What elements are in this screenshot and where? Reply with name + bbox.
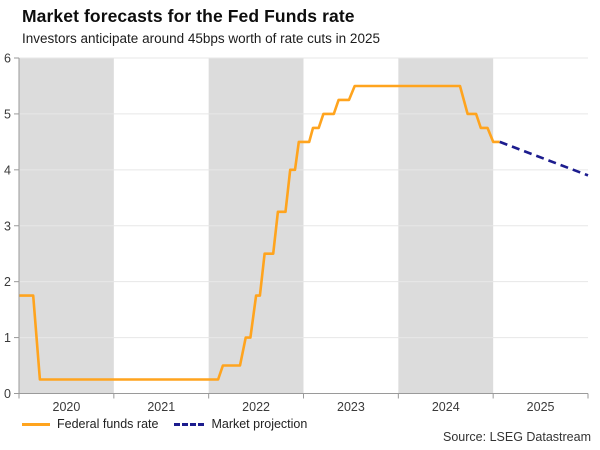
legend-label: Market projection xyxy=(211,417,308,431)
legend-label: Federal funds rate xyxy=(57,417,159,431)
market-projection-swatch xyxy=(174,422,205,426)
y-tick-label: 6 xyxy=(4,52,11,66)
y-tick-label: 0 xyxy=(4,387,11,401)
y-tick-label: 1 xyxy=(4,331,11,345)
y-tick-label: 3 xyxy=(4,219,11,233)
chart-title: Market forecasts for the Fed Funds rate xyxy=(22,6,355,26)
federal-funds-rate-line xyxy=(19,84,500,381)
chart-subtitle: Investors anticipate around 45bps worth … xyxy=(22,31,380,46)
y-tick-label: 2 xyxy=(4,275,11,289)
legend-item-federal-funds-rate: Federal funds rate xyxy=(22,417,158,431)
federal-funds-rate-swatch xyxy=(22,422,50,426)
source-note: Source: LSEG Datastream xyxy=(443,430,591,444)
x-tick-label: 2023 xyxy=(337,400,365,414)
x-tick-label: 2020 xyxy=(53,400,81,414)
x-tick-label: 2024 xyxy=(432,400,460,414)
y-tick-label: 5 xyxy=(4,107,11,121)
legend-item-market-projection: Market projection xyxy=(174,417,307,431)
x-tick-label: 2021 xyxy=(147,400,175,414)
x-tick-label: 2022 xyxy=(242,400,270,414)
y-tick-label: 4 xyxy=(4,163,11,177)
chart-legend: Federal funds rate Market projection xyxy=(22,417,307,431)
market-projection-line xyxy=(499,140,589,177)
x-tick-label: 2025 xyxy=(527,400,555,414)
